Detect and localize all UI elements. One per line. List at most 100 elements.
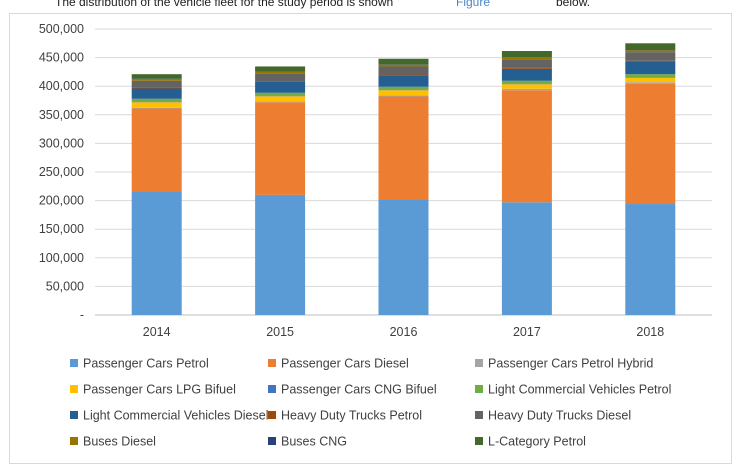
bar-segment bbox=[625, 52, 676, 61]
y-tick-label: 200,000 bbox=[39, 194, 84, 208]
bar-segment bbox=[501, 51, 552, 58]
bar-segment bbox=[378, 199, 429, 315]
x-tick-label: 2015 bbox=[266, 325, 294, 339]
bar-segment bbox=[378, 66, 429, 75]
bar-segment bbox=[255, 71, 306, 74]
legend-swatch bbox=[268, 411, 276, 419]
bar-segment bbox=[131, 87, 182, 89]
legend-swatch bbox=[475, 437, 483, 445]
bar-segment bbox=[131, 74, 182, 79]
bar-segment bbox=[255, 92, 306, 96]
bar-segment bbox=[625, 82, 676, 84]
legend-label: Buses CNG bbox=[281, 435, 347, 449]
bar-segment bbox=[501, 202, 552, 315]
legend-label: L-Category Petrol bbox=[488, 435, 586, 449]
bar-segment bbox=[255, 96, 306, 102]
bar-segment bbox=[131, 80, 182, 88]
bar-segment bbox=[378, 74, 429, 76]
bar-segment bbox=[501, 68, 552, 81]
bar-segment bbox=[131, 101, 182, 103]
legend-swatch bbox=[70, 385, 78, 393]
bar-segment bbox=[501, 83, 552, 85]
bar-segment bbox=[378, 58, 429, 65]
legend-label: Passenger Cars CNG Bifuel bbox=[281, 383, 437, 397]
legend-label: Heavy Duty Trucks Diesel bbox=[488, 409, 631, 423]
bar-segment bbox=[131, 107, 182, 109]
x-tick-label: 2014 bbox=[143, 325, 171, 339]
legend-label: Light Commercial Vehicles Petrol bbox=[488, 383, 671, 397]
bar-segment bbox=[378, 96, 429, 200]
bar-segment bbox=[255, 81, 306, 93]
x-tick-label: 2016 bbox=[390, 325, 418, 339]
bar-segment bbox=[378, 86, 429, 90]
bar-segment bbox=[625, 74, 676, 78]
bar-segment bbox=[378, 90, 429, 96]
bar-segment bbox=[501, 59, 552, 68]
bar-segment bbox=[501, 90, 552, 203]
y-tick-label: 450,000 bbox=[39, 51, 84, 65]
x-tick-label: 2017 bbox=[513, 325, 541, 339]
caption-text-end: below. bbox=[556, 0, 591, 9]
bar-segment bbox=[255, 73, 306, 82]
y-tick-label: 400,000 bbox=[39, 79, 84, 93]
legend-swatch bbox=[70, 437, 78, 445]
caption-text: The distribution of the vehicle fleet fo… bbox=[55, 0, 394, 9]
bars bbox=[131, 43, 676, 315]
legend: Passenger Cars Petrol Passenger Cars Dies… bbox=[70, 357, 671, 449]
y-axis: - 50,000 100,000 150,000 200,000 250,000 300,0… bbox=[39, 22, 84, 322]
legend-swatch bbox=[70, 359, 78, 367]
y-tick-label: 100,000 bbox=[39, 251, 84, 265]
bar-segment bbox=[131, 192, 182, 315]
y-tick-label: 250,000 bbox=[39, 165, 84, 179]
x-axis: 2014 2015 2016 2017 2018 bbox=[143, 325, 664, 339]
bar-segment bbox=[131, 102, 182, 108]
legend-swatch bbox=[475, 359, 483, 367]
y-tick-label: 300,000 bbox=[39, 136, 84, 150]
y-tick-label: - bbox=[80, 308, 84, 322]
bar-segment bbox=[501, 88, 552, 91]
bar-segment bbox=[255, 101, 306, 103]
bar-segment bbox=[625, 60, 676, 62]
bar-segment bbox=[501, 67, 552, 69]
caption-fragment: The distribution of the vehicle fleet fo… bbox=[0, 0, 746, 12]
bar-segment bbox=[378, 95, 429, 97]
bar-segment bbox=[378, 64, 429, 67]
figure-link[interactable]: Figure bbox=[456, 0, 491, 9]
legend-label: Light Commercial Vehicles Diesel bbox=[83, 409, 269, 423]
bar-segment bbox=[501, 84, 552, 89]
legend-label: Passenger Cars Petrol Hybrid bbox=[488, 357, 653, 371]
bar-segment bbox=[255, 95, 306, 97]
legend-swatch bbox=[268, 359, 276, 367]
bar-segment bbox=[501, 57, 552, 60]
legend-label: Passenger Cars LPG Bifuel bbox=[83, 383, 236, 397]
legend-swatch bbox=[475, 385, 483, 393]
legend-swatch bbox=[268, 385, 276, 393]
bar-segment bbox=[625, 77, 676, 78]
y-tick-label: 50,000 bbox=[46, 279, 84, 293]
chart-frame bbox=[9, 13, 732, 464]
bar-segment bbox=[131, 88, 182, 99]
legend-label: Heavy Duty Trucks Petrol bbox=[281, 409, 422, 423]
y-tick-label: 350,000 bbox=[39, 108, 84, 122]
bar-segment bbox=[625, 43, 676, 51]
bar-segment bbox=[625, 61, 676, 75]
legend-swatch bbox=[475, 411, 483, 419]
bar-segment bbox=[131, 108, 182, 193]
bar-segment bbox=[131, 98, 182, 102]
bar-segment bbox=[625, 83, 676, 205]
bar-segment bbox=[625, 50, 676, 53]
bar-segment bbox=[625, 77, 676, 83]
bar-segment bbox=[501, 80, 552, 84]
legend-label: Buses Diesel bbox=[83, 435, 156, 449]
legend-swatch bbox=[268, 437, 276, 445]
legend-label: Passenger Cars Petrol bbox=[83, 357, 209, 371]
legend-label: Passenger Cars Diesel bbox=[281, 357, 409, 371]
bar-segment bbox=[255, 66, 306, 72]
x-tick-label: 2018 bbox=[636, 325, 664, 339]
legend-swatch bbox=[70, 411, 78, 419]
bar-segment bbox=[378, 89, 429, 91]
bar-segment bbox=[131, 79, 182, 81]
bar-segment bbox=[255, 81, 306, 82]
y-tick-label: 150,000 bbox=[39, 222, 84, 236]
